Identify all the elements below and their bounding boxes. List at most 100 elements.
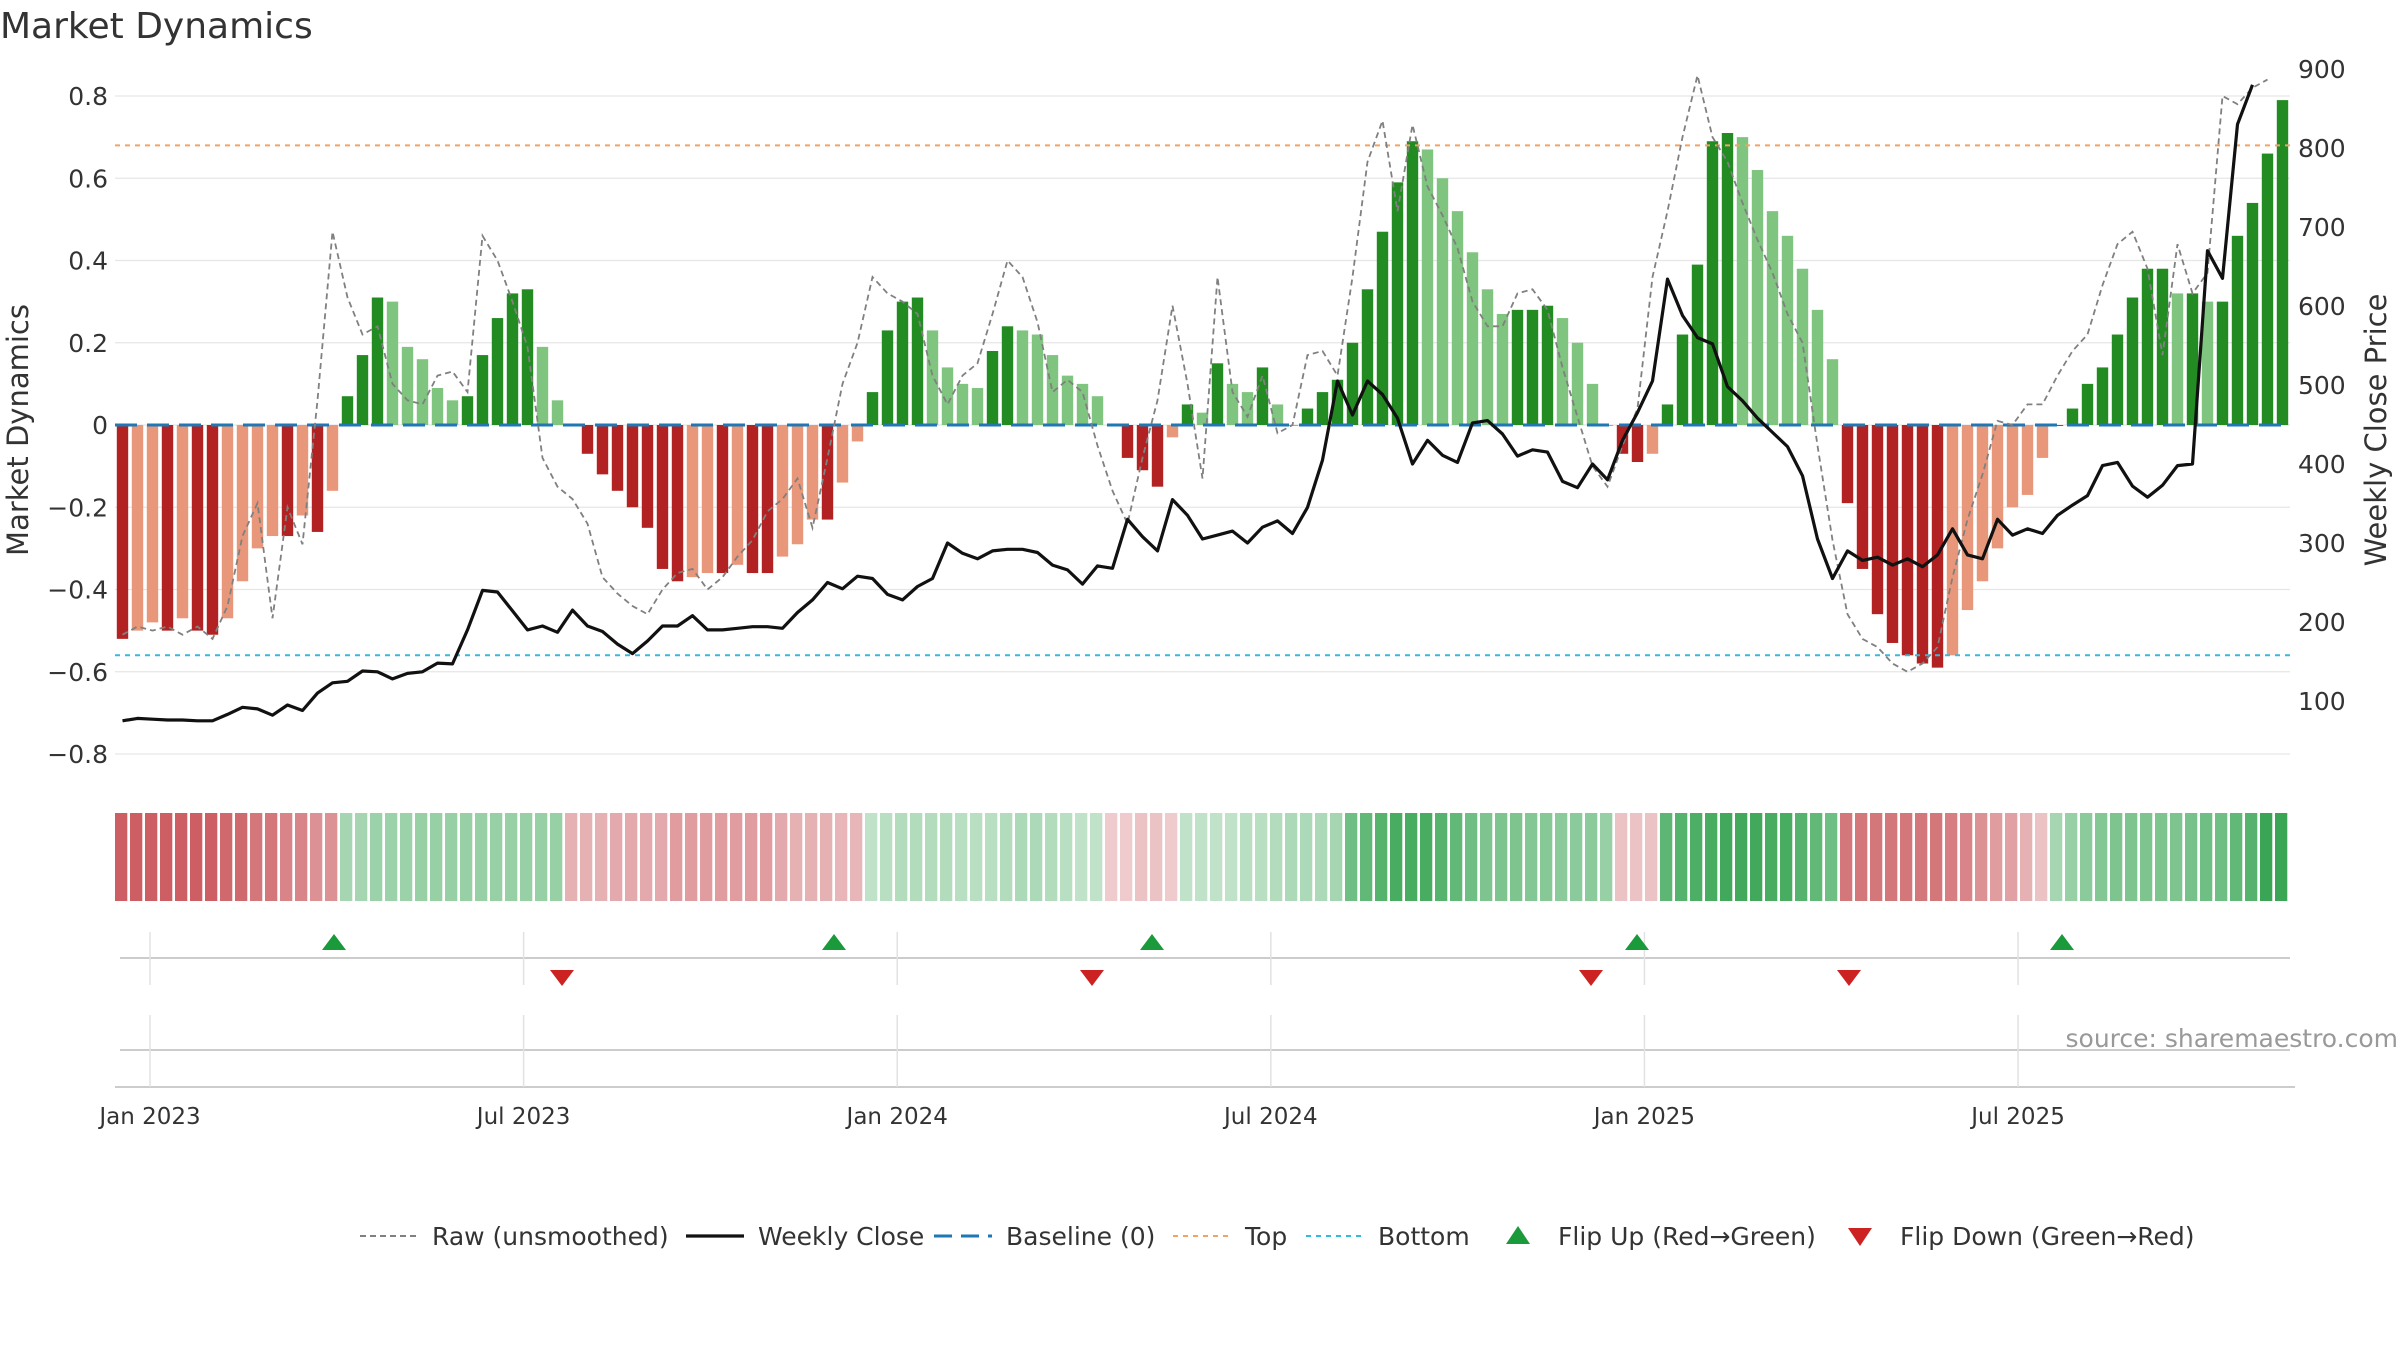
bar bbox=[1076, 383, 1089, 425]
bar bbox=[1181, 404, 1194, 425]
regime-cell bbox=[820, 813, 833, 901]
bar bbox=[2111, 334, 2124, 425]
regime-cell bbox=[145, 813, 158, 901]
regime-cell bbox=[1015, 813, 1028, 901]
y-tick-label: −0.6 bbox=[47, 658, 108, 687]
regime-cell bbox=[1915, 813, 1928, 901]
bar bbox=[2096, 367, 2109, 425]
regime-cell bbox=[475, 813, 488, 901]
bar bbox=[281, 425, 294, 537]
y-tick-label-right: 600 bbox=[2298, 292, 2346, 321]
regime-cell bbox=[1375, 813, 1388, 901]
y-tick-label-right: 200 bbox=[2298, 608, 2346, 637]
y-tick-label: 0 bbox=[92, 411, 108, 440]
regime-cell bbox=[865, 813, 878, 901]
x-tick-label: Jan 2025 bbox=[1592, 1104, 1695, 1130]
x-tick-label: Jul 2023 bbox=[475, 1104, 571, 1130]
regime-cell bbox=[265, 813, 278, 901]
bar bbox=[506, 293, 519, 425]
regime-cell bbox=[1090, 813, 1103, 901]
bar bbox=[1781, 235, 1794, 425]
regime-cell bbox=[130, 813, 143, 901]
bar bbox=[1451, 211, 1464, 425]
bar bbox=[1541, 305, 1554, 425]
bar bbox=[776, 425, 789, 557]
regime-cell bbox=[430, 813, 443, 901]
y-axis-ticks: −0.8 −0.6 −0.4 −0.2 0 0.2 0.4 0.6 0.8 100 200 300 40… bbox=[47, 55, 2345, 769]
regime-cell bbox=[1660, 813, 1673, 901]
bar bbox=[236, 425, 249, 582]
regime-cell bbox=[1780, 813, 1793, 901]
x-tick-label: Jul 2024 bbox=[1222, 1104, 1318, 1130]
regime-cell bbox=[1735, 813, 1748, 901]
bar bbox=[551, 400, 564, 425]
regime-cell bbox=[1435, 813, 1448, 901]
y-tick-label: 0.8 bbox=[68, 82, 108, 111]
x-tick-label: Jul 2025 bbox=[1969, 1104, 2065, 1130]
regime-cell bbox=[1060, 813, 1073, 901]
regime-cell bbox=[1750, 813, 1763, 901]
regime-cell bbox=[1240, 813, 1253, 901]
bar bbox=[716, 425, 729, 574]
bar bbox=[2006, 425, 2019, 508]
regime-cell bbox=[370, 813, 383, 901]
bar bbox=[1436, 178, 1449, 425]
bar bbox=[1031, 334, 1044, 425]
regime-cell bbox=[400, 813, 413, 901]
bar bbox=[1811, 309, 1824, 425]
regime-cell bbox=[1450, 813, 1463, 901]
bar bbox=[1466, 252, 1479, 425]
bar bbox=[1001, 326, 1014, 425]
regime-cell bbox=[220, 813, 233, 901]
bar bbox=[1376, 231, 1389, 425]
legend: Raw (unsmoothed) Weekly Close Baseline (0)… bbox=[360, 1222, 2195, 1251]
bar bbox=[581, 425, 594, 454]
x-tick-label: Jan 2023 bbox=[97, 1104, 200, 1130]
bar bbox=[701, 425, 714, 574]
regime-cell bbox=[2170, 813, 2183, 901]
reference-lines bbox=[115, 144, 2290, 657]
bar bbox=[386, 301, 399, 425]
bar bbox=[1946, 425, 1959, 656]
chart-title: Market Dynamics bbox=[0, 6, 313, 47]
y-tick-label-right: 100 bbox=[2298, 687, 2346, 716]
bar bbox=[626, 425, 639, 508]
bar bbox=[851, 425, 864, 442]
regime-cell bbox=[880, 813, 893, 901]
bar bbox=[1736, 137, 1749, 425]
bar bbox=[1841, 425, 1854, 504]
flip-markers-panel bbox=[120, 932, 2290, 986]
regime-cell bbox=[895, 813, 908, 901]
regime-cell bbox=[2065, 813, 2078, 901]
flip-up-marker bbox=[2050, 934, 2074, 950]
bar bbox=[2126, 297, 2139, 425]
bar bbox=[1661, 404, 1674, 425]
y-tick-label: 0.6 bbox=[68, 164, 108, 193]
bar bbox=[326, 425, 339, 491]
y-tick-label-right: 300 bbox=[2298, 529, 2346, 558]
regime-cell bbox=[1945, 813, 1958, 901]
bar bbox=[371, 297, 384, 425]
regime-cell bbox=[1195, 813, 1208, 901]
bar bbox=[1631, 425, 1644, 463]
regime-cell bbox=[550, 813, 563, 901]
regime-cell bbox=[700, 813, 713, 901]
bar bbox=[266, 425, 279, 537]
bar bbox=[641, 425, 654, 528]
regime-cell bbox=[1525, 813, 1538, 901]
bar bbox=[596, 425, 609, 475]
regime-cell bbox=[1105, 813, 1118, 901]
bar bbox=[1496, 313, 1509, 425]
regime-cell bbox=[2125, 813, 2138, 901]
bar bbox=[1226, 383, 1239, 425]
y-tick-label-right: 900 bbox=[2298, 55, 2346, 84]
regime-cell bbox=[940, 813, 953, 901]
regime-cell bbox=[2005, 813, 2018, 901]
regime-cell bbox=[2260, 813, 2273, 901]
regime-cell bbox=[1975, 813, 1988, 901]
bar bbox=[1091, 396, 1104, 425]
bar bbox=[251, 425, 264, 549]
regime-cell bbox=[1315, 813, 1328, 901]
bar bbox=[986, 350, 999, 425]
bar bbox=[1976, 425, 1989, 582]
